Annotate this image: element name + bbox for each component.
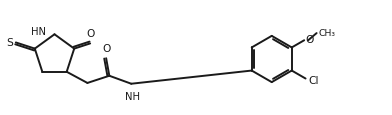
Text: HN: HN <box>31 27 46 37</box>
Text: O: O <box>86 29 94 39</box>
Text: NH: NH <box>125 91 140 101</box>
Text: O: O <box>305 35 314 45</box>
Text: Cl: Cl <box>308 75 318 85</box>
Text: O: O <box>103 43 111 53</box>
Text: S: S <box>6 38 13 48</box>
Text: CH₃: CH₃ <box>318 29 335 37</box>
